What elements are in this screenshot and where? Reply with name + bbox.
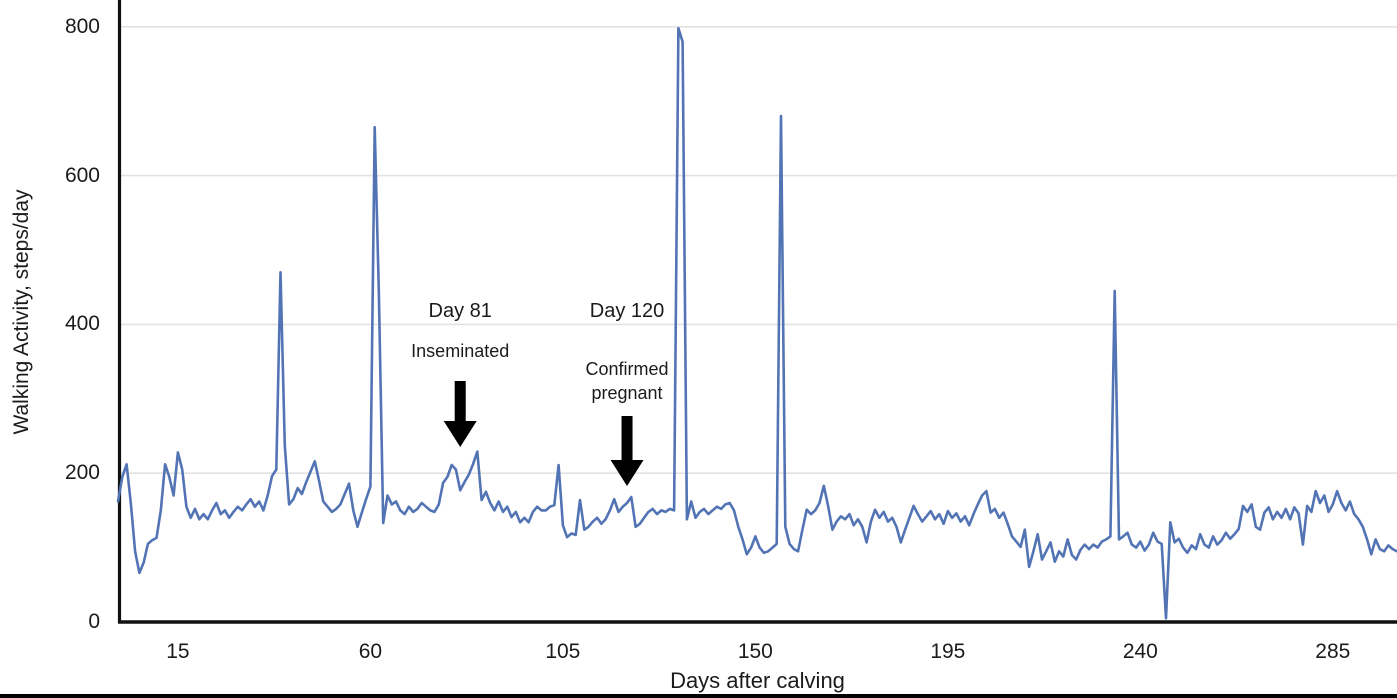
- x-tick-label-240: 240: [1122, 640, 1158, 663]
- y-tick-label-800: 800: [64, 14, 100, 38]
- annotation-text: Confirmed: [585, 359, 669, 379]
- y-tick-label-0: 0: [88, 610, 100, 633]
- x-tick-label-150: 150: [737, 640, 773, 663]
- y-tick-label-600: 600: [64, 163, 100, 187]
- annotation-day-120: Day 120 Confirmed pregnant: [547, 300, 707, 406]
- x-tick-label-15: 15: [166, 640, 190, 663]
- y-tick-label-400: 400: [64, 312, 100, 336]
- x-tick-label-195: 195: [930, 640, 966, 663]
- x-axis-title: Days after calving: [670, 668, 845, 693]
- down-arrow-icon: [610, 416, 644, 486]
- walking-activity-series-line: [116, 26, 1397, 620]
- annotation-text: Inseminated: [411, 341, 510, 361]
- x-tick-label-105: 105: [545, 640, 581, 663]
- annotation-day-label: Day 120: [589, 300, 665, 322]
- annotation-day-81: Day 81 Inseminated: [380, 300, 540, 363]
- x-tick-label-60: 60: [358, 640, 383, 663]
- down-arrow-icon: [443, 381, 477, 447]
- annotation-text: pregnant: [591, 383, 663, 404]
- y-tick-label-200: 200: [64, 461, 100, 485]
- figure-bottom-border: [0, 694, 1397, 698]
- x-tick-label-285: 285: [1315, 640, 1351, 663]
- annotation-day-label: Day 81: [428, 300, 492, 322]
